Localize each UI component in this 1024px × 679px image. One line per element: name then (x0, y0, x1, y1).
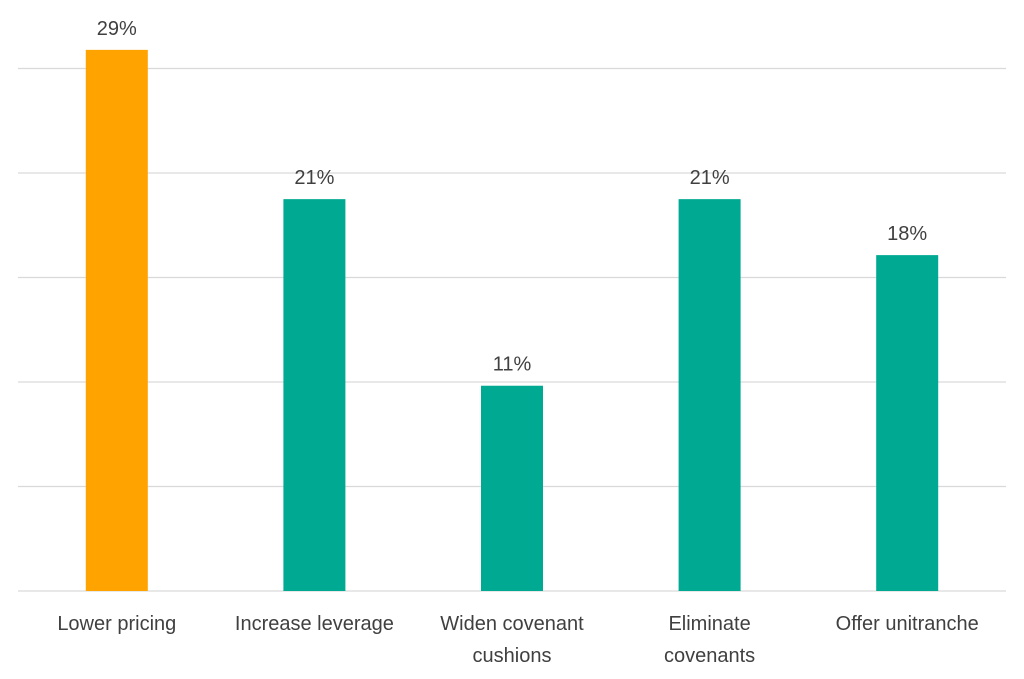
data-label: 21% (690, 167, 730, 189)
category-label: Increase leverage (235, 613, 394, 635)
data-labels: 29% 21% 11% 21% 18% (97, 18, 928, 376)
category-label: Eliminate (668, 613, 750, 635)
category-label: Offer unitranche (836, 613, 979, 635)
data-label: 21% (294, 167, 334, 189)
category-label: cushions (473, 645, 552, 667)
bar (85, 49, 148, 592)
data-label: 18% (887, 223, 927, 245)
category-label: Lower pricing (57, 613, 176, 635)
category-label: covenants (664, 645, 755, 667)
bar (678, 199, 741, 591)
bar (481, 385, 543, 591)
gridlines (18, 67, 1006, 592)
category-axis: Lower pricing Increase leverage Widen cove… (57, 613, 978, 667)
bar (283, 199, 346, 591)
category-label: Widen covenant (440, 613, 584, 635)
data-label: 29% (97, 18, 137, 40)
bars (85, 49, 939, 592)
bar (876, 255, 939, 591)
data-label: 11% (493, 354, 532, 376)
